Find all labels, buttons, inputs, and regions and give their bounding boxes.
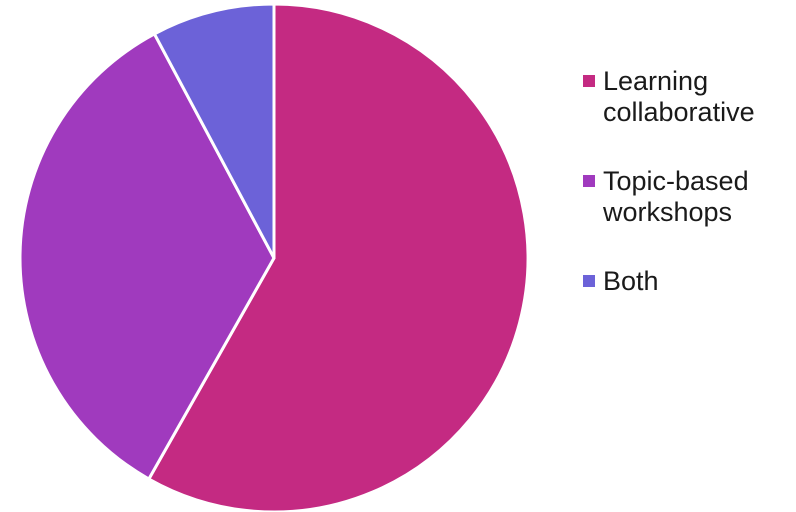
legend-item-topic-based-workshops: Topic-based workshops <box>581 166 796 228</box>
legend-label-line-1: Learning <box>603 66 709 96</box>
legend-item-both: Both <box>581 266 796 297</box>
legend-swatch-learning-collaborative <box>583 75 595 87</box>
legend-label-line-1: Both <box>603 266 659 296</box>
legend-label-line-2: workshops <box>603 197 733 227</box>
legend-label-line-2: collaborative <box>603 97 755 127</box>
pie-slices <box>18 2 530 512</box>
legend-swatch-both <box>583 275 595 287</box>
pie-slice-topic-based-workshops <box>18 32 276 481</box>
legend-swatch-topic-based-workshops <box>583 175 595 187</box>
legend-label-line-1: Topic-based <box>603 166 749 196</box>
legend-item-learning-collaborative: Learning collaborative <box>581 66 796 128</box>
pie-slice-both <box>152 2 276 260</box>
chart-legend: Learning collaborative Topic-based works… <box>581 66 796 297</box>
